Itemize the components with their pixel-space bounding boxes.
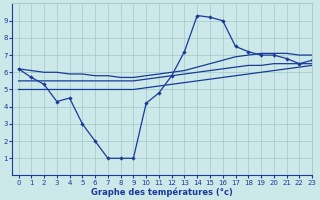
X-axis label: Graphe des températures (°c): Graphe des températures (°c): [91, 187, 233, 197]
